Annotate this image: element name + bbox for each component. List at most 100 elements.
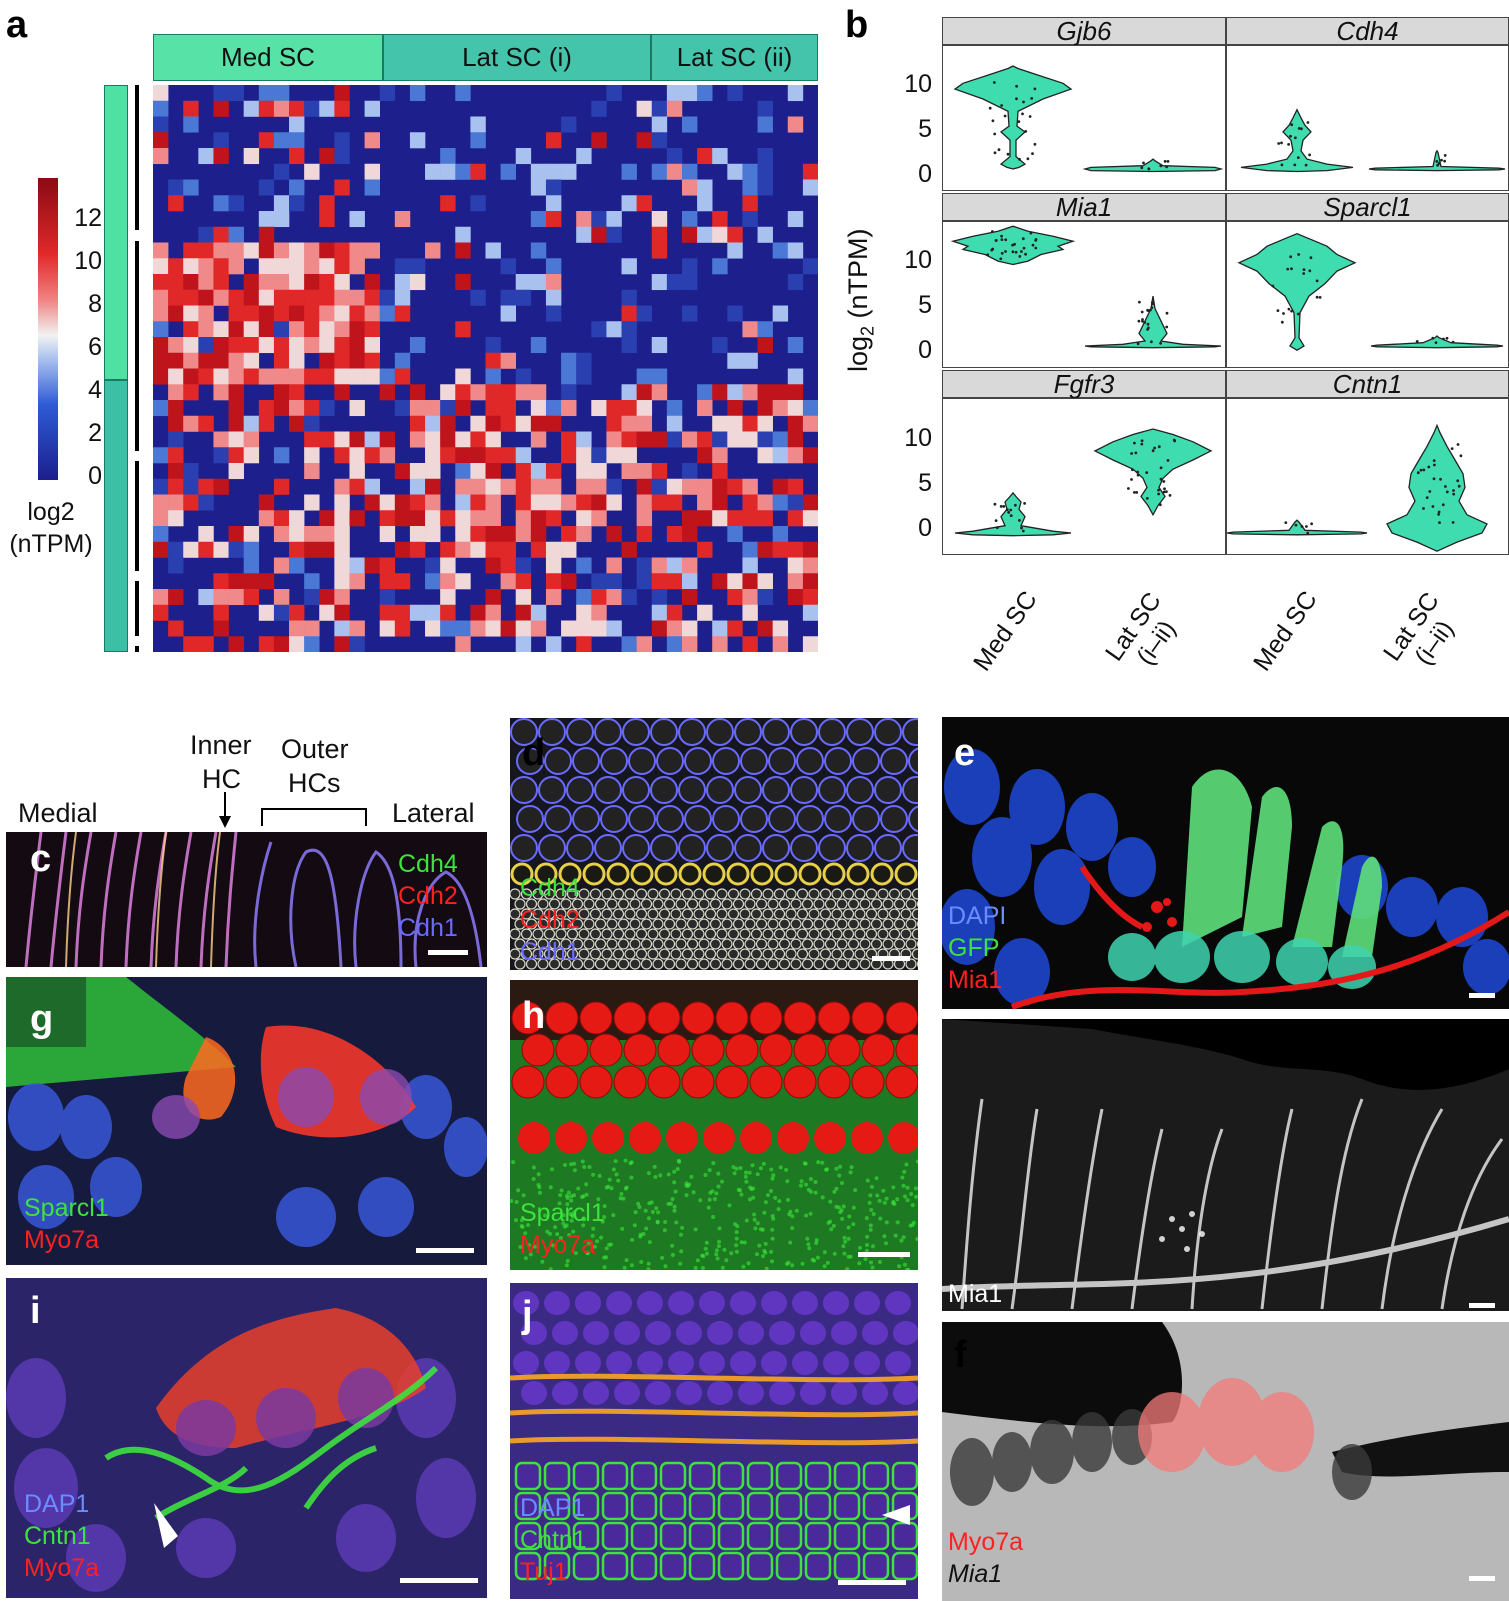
violin-point	[1136, 473, 1140, 477]
heatmap-cell	[606, 573, 622, 590]
heatmap-cell	[470, 478, 486, 495]
annot-hc: HC	[202, 764, 241, 794]
heatmap-cell	[576, 604, 592, 621]
violin-shape	[1237, 232, 1357, 351]
heatmap-cell	[500, 289, 517, 306]
violin-panel-fgfr3	[942, 398, 1226, 555]
heatmap-cell	[666, 494, 683, 511]
heatmap-cell	[198, 415, 214, 432]
violin-point	[1015, 84, 1018, 88]
heatmap-cell	[168, 352, 184, 369]
heatmap-cell	[258, 132, 275, 149]
stain-label: Sparcl1	[24, 1194, 109, 1222]
heatmap-cell	[273, 526, 290, 543]
heatmap-cell	[787, 573, 804, 590]
violin-point	[1318, 296, 1322, 299]
heatmap-cell	[545, 195, 562, 212]
heatmap-cell	[697, 604, 713, 621]
heatmap-cell	[409, 132, 426, 149]
heatmap-cell	[289, 179, 305, 196]
colorbar-tick: 6	[88, 333, 102, 361]
heatmap-cell	[742, 415, 758, 432]
violin-point	[1296, 156, 1300, 159]
heatmap-cell	[153, 526, 169, 543]
panel-c-annotations: Inner HC Outer HCs Medial Lateral	[0, 720, 490, 830]
heatmap-cell	[545, 211, 562, 228]
heatmap-cell	[349, 305, 365, 322]
heatmap-cell	[243, 526, 260, 543]
heatmap-cell	[273, 132, 290, 149]
heatmap-cell	[409, 337, 426, 354]
heatmap-cell	[500, 620, 517, 637]
heatmap-cell	[379, 557, 396, 574]
violin-point	[1150, 340, 1153, 344]
heatmap-cell	[289, 368, 305, 385]
heatmap-cell	[334, 100, 350, 117]
heatmap-cell	[243, 289, 260, 306]
heatmap-cell	[591, 132, 607, 149]
violin-point	[1133, 441, 1136, 445]
heatmap-cell	[168, 179, 184, 196]
heatmap-cell	[425, 478, 441, 495]
heatmap-cell	[712, 258, 728, 275]
heatmap-cell	[440, 415, 456, 432]
heatmap-cell	[168, 337, 184, 354]
heatmap-cell	[576, 211, 592, 228]
stain-label: Mia1	[948, 966, 1003, 994]
heatmap-cell	[273, 604, 290, 621]
violin-point	[1302, 268, 1306, 271]
heatmap-cell	[500, 384, 517, 401]
heatmap-cell	[561, 352, 577, 369]
heatmap-cell	[515, 274, 532, 291]
heatmap-cell	[455, 463, 471, 480]
panel-label-e: e	[954, 732, 976, 774]
row-group-bar-med	[104, 85, 128, 380]
heatmap-cell	[364, 289, 380, 306]
heatmap-cell	[425, 604, 441, 621]
heatmap-cell	[606, 620, 622, 637]
heatmap-cell	[455, 541, 471, 558]
heatmap-cell	[485, 415, 501, 432]
heatmap-cell	[530, 400, 547, 417]
facet-sparcl1: Sparcl1	[1226, 193, 1509, 221]
heatmap-cell	[787, 337, 804, 354]
violin-point	[993, 502, 997, 506]
violin-panel-cntn1	[1226, 398, 1509, 555]
micrograph-d	[510, 718, 918, 970]
heatmap-cell	[228, 636, 244, 652]
heatmap-cell	[606, 494, 622, 511]
violin-point	[1282, 312, 1285, 315]
heatmap-cell	[379, 494, 396, 511]
heatmap-cell	[379, 510, 396, 527]
heatmap-cell	[168, 541, 184, 558]
heatmap-cell	[153, 305, 169, 322]
heatmap-cell	[289, 510, 305, 527]
heatmap-cell	[515, 368, 532, 385]
heatmap-cell	[153, 289, 169, 306]
colorbar	[38, 178, 58, 480]
heatmap-cell	[651, 589, 668, 606]
heatmap-cell	[258, 510, 275, 527]
panel-label-i: i	[30, 1290, 41, 1332]
heatmap-cell	[289, 541, 305, 558]
stain-label: Cntn1	[520, 1526, 587, 1554]
violin-point	[1297, 127, 1301, 130]
violin-point	[1159, 466, 1163, 470]
heatmap-cell	[153, 321, 169, 338]
heatmap-cell	[757, 494, 773, 511]
heatmap-cell	[364, 557, 380, 574]
heatmap-cell	[394, 258, 411, 275]
violin-point	[1149, 308, 1152, 312]
heatmap-cell	[273, 400, 290, 417]
violin-point	[1428, 490, 1432, 493]
stain-label: Cdh4	[520, 874, 580, 902]
heatmap-cell	[772, 400, 789, 417]
facet-cntn1: Cntn1	[1226, 370, 1509, 398]
heatmap-cell	[500, 163, 517, 180]
heatmap-cell	[470, 620, 486, 637]
heatmap-cell	[666, 431, 683, 448]
heatmap-cell	[681, 163, 698, 180]
heatmap-cell	[228, 431, 244, 448]
violin-point	[1014, 503, 1017, 507]
xtick-lat-sc-2: Lat SC (i–ii)	[1378, 587, 1460, 671]
